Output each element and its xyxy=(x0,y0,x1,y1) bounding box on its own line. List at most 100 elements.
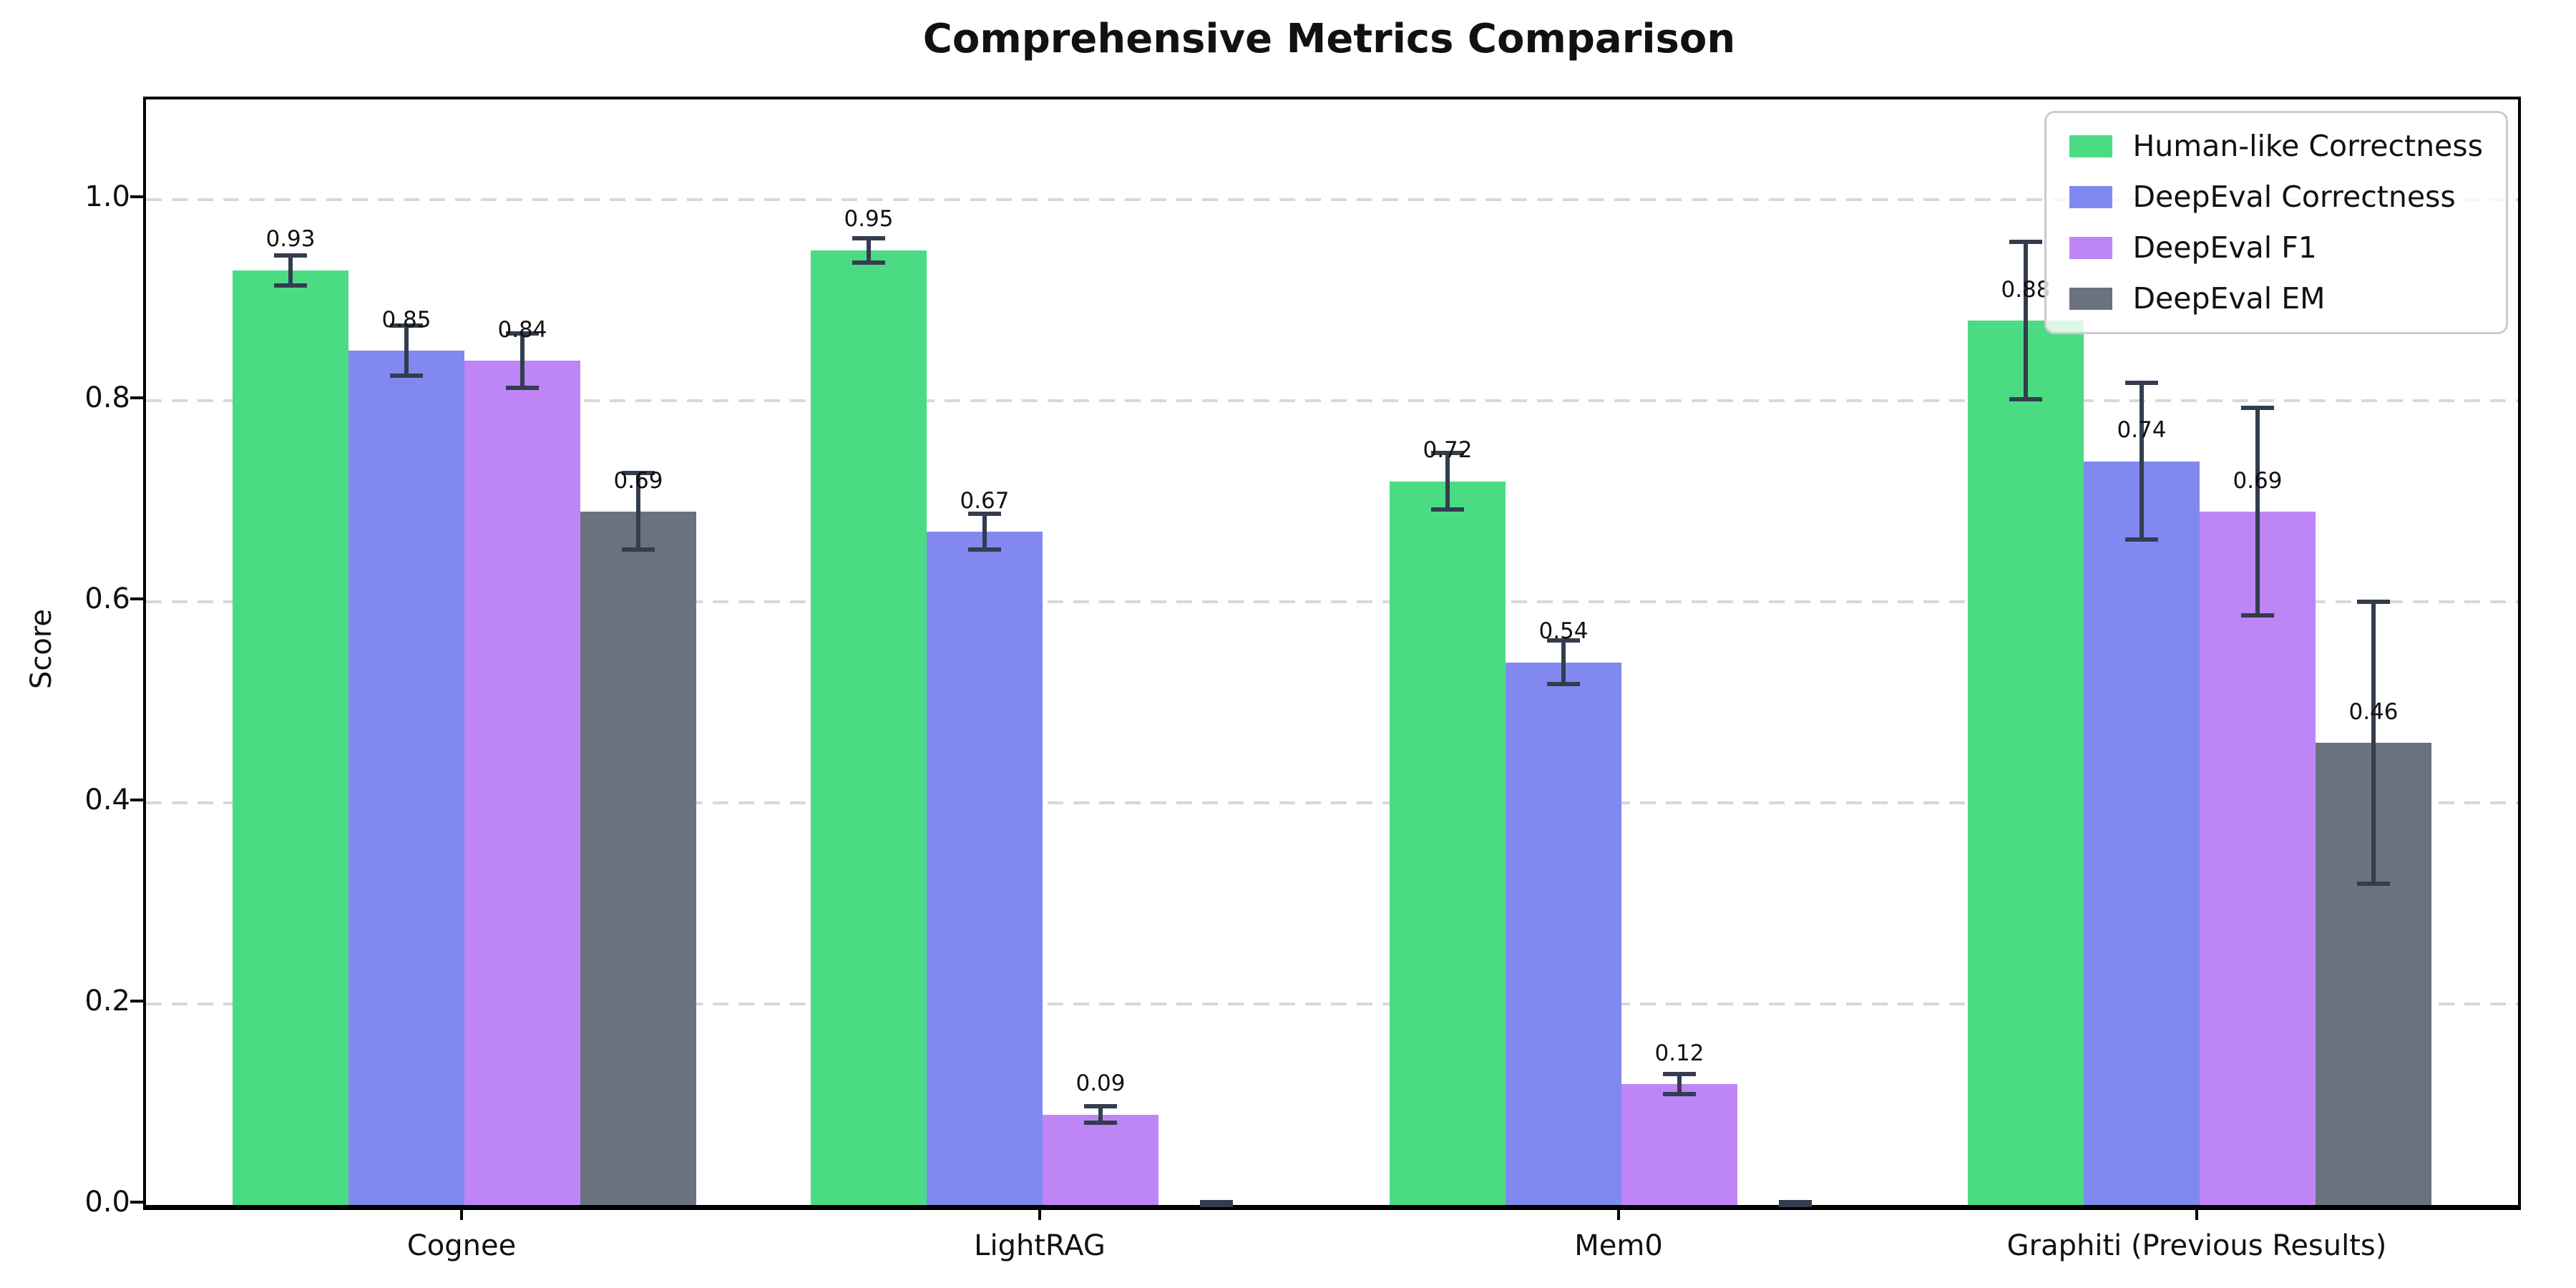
x-tick-mark xyxy=(2195,1207,2198,1220)
bar-value-label: 0.85 xyxy=(381,307,431,333)
deepeval-em-swatch xyxy=(2069,288,2113,311)
legend-label: Human-like Correctness xyxy=(2132,129,2483,163)
error-bar-cap-bottom xyxy=(506,386,539,390)
legend-item-3: DeepEval F1 xyxy=(2069,232,2483,264)
bar-graphiti-previous-results--1 xyxy=(1968,321,2084,1205)
y-tick-label: 1.0 xyxy=(84,180,130,214)
bar-value-label: 0.67 xyxy=(960,488,1010,514)
x-tick-mark xyxy=(1617,1207,1620,1220)
gridline-1.0 xyxy=(146,198,2518,202)
error-bar-line xyxy=(1677,1074,1682,1094)
bar-lightrag-3 xyxy=(1043,1115,1158,1205)
x-tick-mark xyxy=(1038,1207,1041,1220)
error-bar-line xyxy=(1445,453,1450,509)
bar-mem0-1 xyxy=(1390,482,1506,1205)
error-bar-cap-top xyxy=(1779,1200,1812,1204)
x-category-label: Graphiti (Previous Results) xyxy=(2006,1229,2387,1262)
error-bar-cap-top xyxy=(622,471,655,475)
chart-title: Comprehensive Metrics Comparison xyxy=(922,16,1736,62)
error-bar-cap-top xyxy=(2357,600,2390,604)
error-bar-cap-bottom xyxy=(390,374,423,378)
gridline-0.4 xyxy=(146,801,2518,805)
y-tick-label: 0.4 xyxy=(84,784,130,817)
error-bar-line xyxy=(2140,383,2144,540)
error-bar-cap-bottom xyxy=(1200,1203,1233,1207)
y-axis-title: Score xyxy=(25,608,58,690)
error-bar-cap-top xyxy=(1431,451,1464,455)
bar-cognee-3 xyxy=(464,361,580,1205)
x-tick-mark xyxy=(460,1207,463,1220)
error-bar-cap-bottom xyxy=(2009,397,2042,401)
error-bar-cap-bottom xyxy=(1779,1203,1812,1207)
error-bar-cap-top xyxy=(1663,1072,1696,1076)
y-tick-mark xyxy=(130,1201,143,1204)
error-bar-cap-bottom xyxy=(968,547,1001,552)
error-bar-line xyxy=(982,513,987,550)
legend-item-2: DeepEval Correctness xyxy=(2069,180,2483,215)
bar-value-label: 0.69 xyxy=(613,468,663,494)
error-bar-cap-top xyxy=(852,236,885,240)
legend-label: DeepEval F1 xyxy=(2132,230,2317,265)
error-bar-cap-top xyxy=(968,512,1001,516)
deepeval-f1-swatch xyxy=(2069,237,2113,260)
gridline-0.8 xyxy=(146,399,2518,403)
error-bar-cap-top xyxy=(390,323,423,328)
bar-value-label: 0.46 xyxy=(2348,699,2399,725)
bar-mem0-2 xyxy=(1506,663,1621,1205)
bar-graphiti-previous-results--3 xyxy=(2200,512,2316,1205)
error-bar-cap-top xyxy=(2241,406,2274,410)
legend-label: DeepEval Correctness xyxy=(2132,180,2456,215)
error-bar-line xyxy=(2255,409,2260,615)
error-bar-cap-bottom xyxy=(622,547,655,552)
y-tick-label: 0.8 xyxy=(84,381,130,415)
gridline-0.2 xyxy=(146,1002,2518,1006)
bar-cognee-2 xyxy=(348,351,464,1205)
bar-mem0-3 xyxy=(1621,1084,1737,1205)
error-bar-line xyxy=(520,333,525,388)
bar-value-label: 0.93 xyxy=(265,226,316,252)
gridline-0.6 xyxy=(146,600,2518,604)
legend-label: DeepEval EM xyxy=(2132,281,2326,316)
error-bar-line xyxy=(867,238,871,263)
deepeval-correctness-swatch xyxy=(2069,186,2113,209)
error-bar-cap-top xyxy=(1084,1104,1117,1108)
bar-cognee-1 xyxy=(233,270,348,1205)
error-bar-line xyxy=(404,326,409,376)
error-bar-line xyxy=(288,255,293,286)
bar-value-label: 0.88 xyxy=(2001,277,2051,303)
bar-value-label: 0.09 xyxy=(1075,1070,1126,1096)
plot-area: Human-like Correctness DeepEval Correctne… xyxy=(143,97,2521,1210)
error-bar-line xyxy=(1098,1107,1103,1123)
bar-value-label: 0.72 xyxy=(1423,437,1473,463)
y-tick-mark xyxy=(130,799,143,802)
error-bar-cap-bottom xyxy=(2125,537,2158,542)
x-category-label: Cognee xyxy=(406,1229,517,1262)
y-tick-mark xyxy=(130,1000,143,1003)
error-bar-cap-top xyxy=(2125,381,2158,385)
error-bar-line xyxy=(2024,243,2028,399)
error-bar-cap-bottom xyxy=(1663,1092,1696,1096)
y-tick-mark xyxy=(130,195,143,199)
bar-value-label: 0.69 xyxy=(2233,468,2283,494)
bar-value-label: 0.12 xyxy=(1654,1040,1704,1066)
error-bar-cap-bottom xyxy=(274,283,307,288)
error-bar-cap-bottom xyxy=(1084,1121,1117,1125)
x-category-label: LightRAG xyxy=(974,1229,1106,1262)
bar-value-label: 0.84 xyxy=(497,317,547,343)
error-bar-line xyxy=(2371,602,2376,884)
legend: Human-like Correctness DeepEval Correctne… xyxy=(2044,111,2508,335)
bar-lightrag-1 xyxy=(811,250,927,1205)
error-bar-cap-bottom xyxy=(2357,882,2390,886)
y-tick-label: 0.6 xyxy=(84,582,130,616)
error-bar-cap-top xyxy=(274,253,307,258)
error-bar-cap-bottom xyxy=(852,260,885,265)
human-like-correctness-swatch xyxy=(2069,135,2113,158)
error-bar-cap-top xyxy=(506,331,539,336)
bar-value-label: 0.74 xyxy=(2117,417,2167,443)
error-bar-cap-bottom xyxy=(2241,613,2274,618)
bar-lightrag-2 xyxy=(927,532,1043,1205)
error-bar-cap-bottom xyxy=(1431,507,1464,512)
bar-cognee-4 xyxy=(580,512,696,1205)
error-bar-cap-top xyxy=(1200,1200,1233,1204)
